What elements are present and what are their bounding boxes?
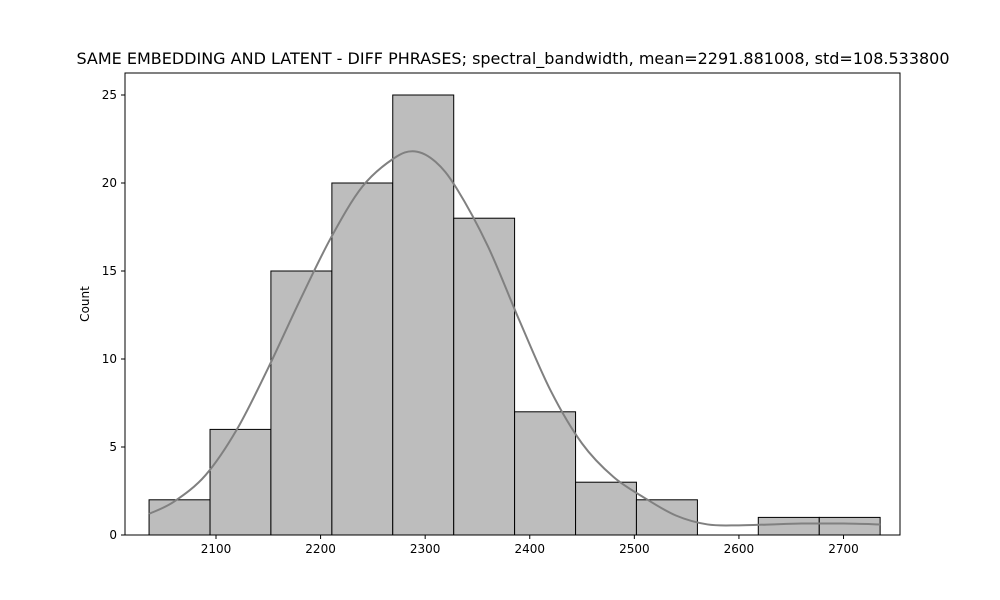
- x-tick-label: 2600: [724, 542, 755, 556]
- x-tick-label: 2200: [305, 542, 336, 556]
- chart-title: SAME EMBEDDING AND LATENT - DIFF PHRASES…: [76, 49, 949, 69]
- bars-group: [148, 94, 881, 536]
- histogram-bar: [209, 428, 272, 536]
- x-tick-label: 2700: [828, 542, 859, 556]
- histogram-bar: [392, 94, 455, 536]
- histogram-bar: [331, 182, 394, 536]
- histogram-bar: [818, 516, 881, 536]
- x-axis-ticks: 2100 2200 2300 2400 2500 2600 2700: [201, 535, 859, 556]
- y-axis-ticks: 0 5 10 15 20 25: [102, 88, 125, 542]
- histogram-bar: [514, 411, 577, 536]
- histogram-bar: [575, 481, 637, 536]
- histogram-bar: [270, 270, 333, 536]
- x-tick-label: 2400: [514, 542, 545, 556]
- y-tick-label: 20: [102, 176, 117, 190]
- x-tick-label: 2300: [410, 542, 441, 556]
- x-tick-label: 2100: [201, 542, 232, 556]
- y-tick-label: 25: [102, 88, 117, 102]
- histogram-bar: [757, 516, 820, 536]
- histogram-bar: [453, 217, 516, 536]
- x-tick-label: 2500: [619, 542, 650, 556]
- y-tick-label: 10: [102, 352, 117, 366]
- y-tick-label: 15: [102, 264, 117, 278]
- y-axis-label: Count: [78, 286, 92, 322]
- histogram-bar: [148, 499, 211, 536]
- plot-frame: [124, 72, 901, 536]
- histogram-bar: [635, 499, 698, 536]
- y-tick-label: 0: [109, 528, 117, 542]
- kde-curve: [148, 150, 881, 527]
- y-tick-label: 5: [109, 440, 117, 454]
